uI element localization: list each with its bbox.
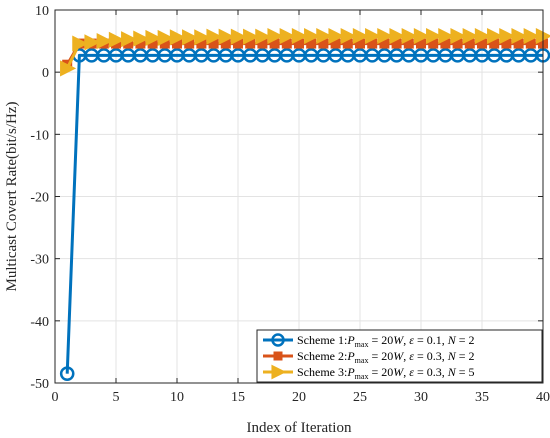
series-3-point	[169, 29, 186, 46]
x-tick-label: 25	[353, 390, 367, 405]
series-3-point	[243, 28, 260, 45]
series-3-point	[60, 60, 77, 77]
series-3-point	[413, 28, 430, 45]
ticks: 0 5 10 15 20 25 30 35 40 10 0 -10 -20 -30 -40 -50	[30, 4, 550, 405]
series-3-point	[426, 28, 443, 45]
legend: Scheme 1:Pmax = 20W, ε = 0.1, N = 2Schem…	[256, 329, 543, 383]
series-3-point	[474, 28, 491, 45]
legend-swatch-marker	[271, 333, 285, 347]
series-3-point	[279, 28, 296, 45]
y-tick-label: -20	[30, 191, 49, 206]
series-3-point	[352, 28, 369, 45]
y-tick-label: -50	[30, 377, 49, 392]
series-3-point	[316, 28, 333, 45]
series-3-point	[157, 29, 174, 47]
series-3-point	[377, 28, 394, 45]
series-3-point	[499, 28, 516, 45]
series-3-point	[438, 28, 455, 45]
series-3-point	[401, 28, 418, 45]
y-tick-label: -10	[30, 128, 49, 143]
x-axis-label: Index of Iteration	[247, 420, 352, 436]
series-1-point	[59, 366, 75, 381]
x-tick-label: 40	[536, 390, 550, 405]
series-3-point	[389, 28, 406, 45]
plot-area: 0 5 10 15 20 25 30 35 40 10 0 -10 -20 -30 -40 -50	[30, 4, 550, 405]
series-3-point	[267, 28, 284, 45]
legend-entry-label: Scheme 1:Pmax = 20W, ε = 0.1, N = 2	[297, 333, 475, 349]
series-3-point	[72, 35, 89, 52]
series-3-point	[230, 28, 247, 45]
x-tick-label: 20	[292, 390, 306, 405]
series-3-point	[206, 28, 223, 45]
series-3-point	[218, 28, 235, 45]
series-3-point	[328, 28, 345, 45]
x-tick-label: 10	[170, 390, 184, 405]
series-3-point	[96, 33, 113, 50]
series-3-point	[340, 28, 357, 45]
series-3-point	[462, 28, 479, 45]
y-tick-label: 10	[35, 4, 49, 19]
series-3-point	[84, 34, 101, 51]
legend-entry-label: Scheme 2:Pmax = 20W, ε = 0.3, N = 2	[297, 349, 475, 365]
x-tick-label: 35	[475, 390, 489, 405]
series-3-point	[194, 29, 211, 46]
x-tick-label: 30	[414, 390, 428, 405]
legend-box	[256, 329, 543, 383]
series-3-point	[511, 28, 528, 45]
series-3-point	[121, 31, 138, 48]
legend-entry-label: Scheme 3:Pmax = 20W, ε = 0.3, N = 5	[297, 365, 475, 381]
y-tick-label: -40	[30, 315, 49, 330]
y-tick-label: 0	[42, 66, 49, 81]
series-3-point	[255, 28, 272, 45]
y-axis-label: Multicast Covert Rate(bit/s/Hz)	[4, 102, 20, 292]
series-3-point	[487, 28, 504, 45]
legend-swatch-marker	[271, 364, 287, 380]
x-tick-label: 5	[113, 390, 120, 405]
x-tick-label: 0	[52, 390, 59, 405]
series-layer	[59, 28, 550, 381]
series-3-point	[450, 28, 467, 45]
series-3-point	[182, 29, 199, 46]
series-3-point	[291, 28, 308, 45]
series-3-point	[304, 28, 321, 45]
legend-swatch-marker	[273, 351, 283, 361]
y-tick-label: -30	[30, 253, 49, 268]
series-3-point	[145, 29, 162, 47]
series-3-point	[108, 31, 125, 48]
series-3-point	[365, 28, 382, 45]
x-tick-label: 15	[231, 390, 245, 405]
series-3-point	[133, 30, 150, 47]
series-3	[60, 28, 550, 77]
series-3-point	[523, 28, 540, 45]
